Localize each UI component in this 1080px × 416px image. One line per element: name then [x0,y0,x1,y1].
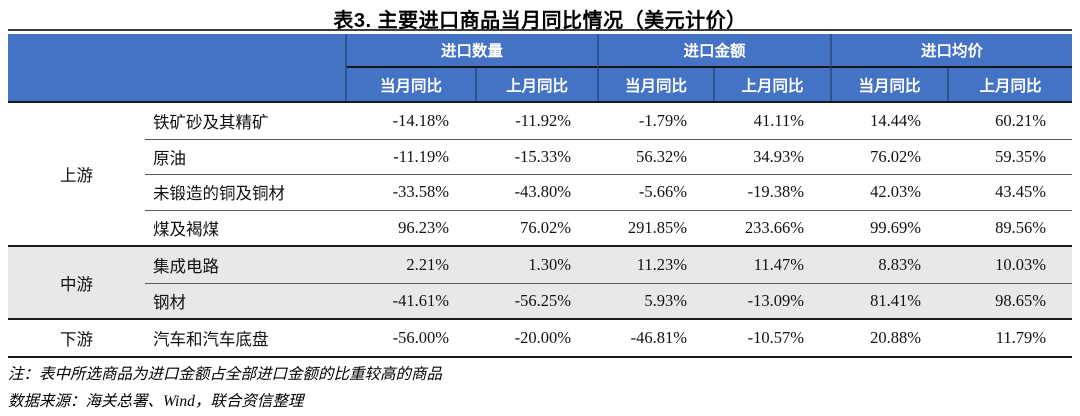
section-rows: 集成电路 2.21% 1.30% 11.23% 11.47% 8.83% 10.… [145,247,1072,318]
section-label: 中游 [60,274,93,294]
commodity-name: 铁矿砂及其精矿 [153,112,269,132]
sub-header-current-month-yoy-amt: 当月同比 [597,68,713,101]
data-cell: 34.93% [753,146,804,166]
table-footnotes: 注：表中所选商品为进口金额占全部进口金额的比重较高的商品 数据来源：海关总署、W… [8,358,1080,415]
data-cell: -13.09% [747,290,804,310]
data-cell: 20.88% [870,327,921,347]
data-cell: 60.21% [995,110,1046,130]
data-cell: -20.00% [514,327,571,347]
data-cell: 291.85% [627,217,687,237]
data-cell: 42.03% [870,182,921,202]
data-cell: -11.19% [393,146,449,166]
data-cell: -14.18% [392,110,449,130]
table-header: 进口数量 进口金额 进口均价 当月同比 上月同比 当月同比 上月同比 当月同比 … [8,34,1072,103]
data-cell: 59.35% [995,146,1046,166]
data-cell: -33.58% [392,182,449,202]
data-cell: 11.79% [995,327,1046,347]
data-source: 数据来源：海关总署、Wind，联合资信整理 [8,392,304,410]
data-cell: 11.47% [753,254,804,274]
section-rows: 汽车和汽车底盘 -56.00% -20.00% -46.81% -10.57% … [145,320,1072,356]
data-cell: 81.41% [870,290,921,310]
data-cell: -10.57% [747,327,804,347]
data-cell: 8.83% [878,254,921,274]
table-row: 未锻造的铜及铜材 -33.58% -43.80% -5.66% -19.38% … [145,174,1072,210]
commodity-name: 煤及褐煤 [153,219,219,239]
import-commodities-table: 进口数量 进口金额 进口均价 当月同比 上月同比 当月同比 上月同比 当月同比 … [8,29,1072,358]
table-row: 煤及褐煤 96.23% 76.02% 291.85% 233.66% 99.69… [145,209,1072,246]
section-upstream: 上游 铁矿砂及其精矿 -14.18% -11.92% -1.79% 41.11%… [8,103,1072,247]
sub-header-current-month-yoy-price: 当月同比 [830,68,947,101]
table-row: 原油 -11.19% -15.33% 56.32% 34.93% 76.02% … [145,138,1072,175]
data-cell: 5.93% [644,290,687,310]
data-cell: 98.65% [995,290,1046,310]
data-cell: -15.33% [514,146,571,166]
data-cell: -41.61% [392,290,449,310]
commodity-name: 汽车和汽车底盘 [153,329,269,349]
section-label: 上游 [60,166,93,185]
table-row: 钢材 -41.61% -56.25% 5.93% -13.09% 81.41% … [145,282,1072,319]
commodity-name: 钢材 [153,292,186,312]
data-cell: -19.38% [747,182,804,202]
section-label: 下游 [60,329,93,349]
commodity-name: 未锻造的铜及铜材 [153,184,285,204]
sub-header-last-month-yoy-qty: 上月同比 [475,68,597,101]
data-cell: -46.81% [630,327,687,347]
group-header-import-quantity: 进口数量 [347,34,597,68]
data-cell: -1.79% [638,110,687,130]
data-cell: 96.23% [398,217,449,237]
section-downstream: 下游 汽车和汽车底盘 -56.00% -20.00% -46.81% -10.5… [8,320,1072,358]
header-corner-cell [8,34,347,101]
data-cell: 1.30% [528,254,571,274]
sub-header-last-month-yoy-amt: 上月同比 [713,68,830,101]
data-cell: -56.25% [514,290,571,310]
commodity-name: 集成电路 [153,256,219,276]
data-cell: -11.92% [515,110,571,130]
data-cell: -43.80% [514,182,571,202]
table-row: 集成电路 2.21% 1.30% 11.23% 11.47% 8.83% 10.… [145,247,1072,283]
sub-header-last-month-yoy-price: 上月同比 [947,68,1072,101]
sub-header-current-month-yoy-qty: 当月同比 [379,77,442,95]
data-cell: 14.44% [870,110,921,130]
section-midstream: 中游 集成电路 2.21% 1.30% 11.23% 11.47% 8.83% … [8,247,1072,320]
data-cell: 99.69% [870,217,921,237]
group-header-import-amount: 进口金额 [597,34,830,68]
data-cell: -5.66% [638,182,687,202]
table-row: 铁矿砂及其精矿 -14.18% -11.92% -1.79% 41.11% 14… [145,103,1072,139]
table-note: 注：表中所选商品为进口金额占全部进口金额的比重较高的商品 [8,365,443,383]
group-header-import-avg-price: 进口均价 [830,34,1072,68]
data-cell: 11.23% [636,254,687,274]
data-cell: 41.11% [753,110,804,130]
data-cell: 89.56% [995,217,1046,237]
data-cell: 43.45% [995,182,1046,202]
table-row: 汽车和汽车底盘 -56.00% -20.00% -46.81% -10.57% … [145,320,1072,356]
commodity-name: 原油 [153,148,186,168]
data-cell: -56.00% [392,327,449,347]
data-cell: 10.03% [995,254,1046,274]
data-cell: 76.02% [870,146,921,166]
section-rows: 铁矿砂及其精矿 -14.18% -11.92% -1.79% 41.11% 14… [145,103,1072,245]
data-cell: 2.21% [406,254,449,274]
data-cell: 233.66% [744,217,804,237]
page-title: 表3. 主要进口商品当月同比情况（美元计价） [333,10,747,32]
data-cell: 76.02% [520,217,571,237]
data-cell: 56.32% [636,146,687,166]
